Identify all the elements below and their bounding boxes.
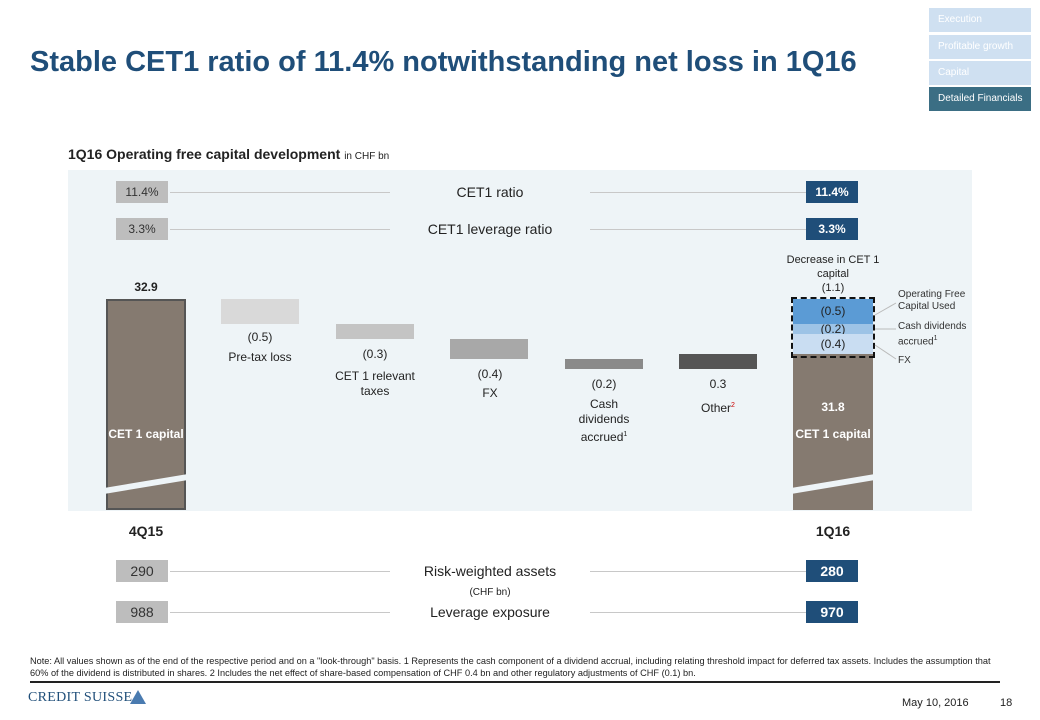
waterfall-step-bar	[336, 324, 414, 339]
step-label-cash-div: Cash dividends accrued1	[564, 397, 644, 445]
waterfall-step-bar	[221, 299, 299, 324]
subtitle-text: 1Q16 Operating free capital development	[68, 146, 341, 162]
step-value-taxes: (0.3)	[362, 347, 388, 361]
legend-fx: FX	[898, 355, 911, 366]
step-value-other: 0.3	[709, 377, 727, 391]
page-title: Stable CET1 ratio of 11.4% notwithstandi…	[30, 46, 857, 78]
divider	[170, 192, 390, 193]
decrease-value: (1.1)	[821, 282, 845, 294]
footnote: Note: All values shown as of the end of …	[30, 655, 1000, 683]
subtitle-unit: in CHF bn	[344, 151, 390, 162]
period-4q15: 4Q15	[128, 523, 164, 539]
other-text: Other	[701, 401, 732, 415]
end-bar-label: CET 1 capital	[795, 427, 871, 441]
step-value-fx: (0.4)	[477, 367, 503, 381]
nav-capital[interactable]: Capital	[929, 61, 1031, 85]
footnote-1: 1	[623, 431, 628, 438]
step-label-other: Other2	[668, 398, 768, 416]
divider	[170, 229, 390, 230]
period-1q16: 1Q16	[815, 523, 851, 539]
cet1-ratio-label: CET1 ratio	[456, 184, 524, 200]
step-label-pretax: Pre-tax loss	[228, 350, 292, 364]
leverage-ratio-1q16: 3.3%	[806, 218, 858, 240]
rwa-4q15: 290	[116, 560, 168, 582]
decrease-label: Decrease in CET 1 capital (1.1)	[783, 253, 883, 295]
sails-icon	[130, 690, 147, 704]
legend-cash-div-text: Cash dividends accrued	[898, 321, 967, 348]
step-value-cash-div: (0.2)	[591, 377, 617, 391]
footnote-2: 2	[731, 402, 735, 409]
divider	[170, 571, 390, 572]
rwa-1q16: 280	[806, 560, 858, 582]
decrease-outline	[791, 297, 875, 358]
divider	[590, 612, 806, 613]
date: May 10, 2016	[902, 697, 969, 709]
chart-subtitle: 1Q16 Operating free capital development …	[68, 146, 389, 162]
leverage-exposure-1q16: 970	[806, 601, 858, 623]
logo-text: CREDIT SUISSE	[28, 690, 133, 705]
credit-suisse-logo: CREDIT SUISSE	[28, 690, 148, 706]
legend-leader-lines	[874, 302, 897, 360]
rwa-label: Risk-weighted assets	[423, 563, 557, 579]
page-number: 18	[1000, 697, 1013, 709]
footnote-1: 1	[933, 335, 938, 342]
start-bar-label: CET 1 capital	[108, 427, 184, 441]
legend-operating-free-capital: Operating Free Capital Used	[898, 289, 966, 312]
rwa-unit: (CHF bn)	[469, 587, 511, 598]
cet1-ratio-1q16: 11.4%	[806, 181, 858, 203]
divider	[590, 571, 806, 572]
decrease-component-bar: (0.2)	[793, 323, 873, 335]
step-label-taxes: CET 1 relevant taxes	[335, 369, 415, 398]
nav-profitable-growth[interactable]: Profitable growth	[929, 35, 1031, 59]
axis-break	[791, 474, 875, 494]
leverage-ratio-4q15: 3.3%	[116, 218, 168, 240]
leverage-ratio-label: CET1 leverage ratio	[427, 221, 553, 237]
nav-execution[interactable]: Execution	[929, 8, 1031, 32]
waterfall-step-bar	[565, 359, 643, 369]
decrease-component-bar: (0.4)	[793, 334, 873, 354]
step-label-fx: FX	[482, 386, 498, 400]
step-value-pretax: (0.5)	[247, 330, 273, 344]
waterfall-step-bar	[450, 339, 528, 359]
nav-detailed-financials[interactable]: Detailed Financials	[929, 87, 1031, 111]
decrease-component-bar: (0.5)	[793, 299, 873, 324]
cash-div-text: Cash dividends accrued	[578, 397, 630, 444]
legend-cash-dividends: Cash dividends accrued1	[898, 321, 978, 348]
start-value-label: 32.9	[134, 280, 158, 294]
start-bar	[106, 299, 186, 510]
cet1-ratio-4q15: 11.4%	[116, 181, 168, 203]
waterfall-step-bar	[679, 354, 757, 369]
decrease-text: Decrease in CET 1 capital	[786, 254, 880, 280]
divider	[590, 229, 806, 230]
divider	[590, 192, 806, 193]
leverage-exposure-label: Leverage exposure	[430, 604, 550, 620]
leverage-exposure-4q15: 988	[116, 601, 168, 623]
end-value-label: 31.8	[821, 400, 845, 414]
divider	[170, 612, 390, 613]
axis-break	[104, 474, 188, 494]
